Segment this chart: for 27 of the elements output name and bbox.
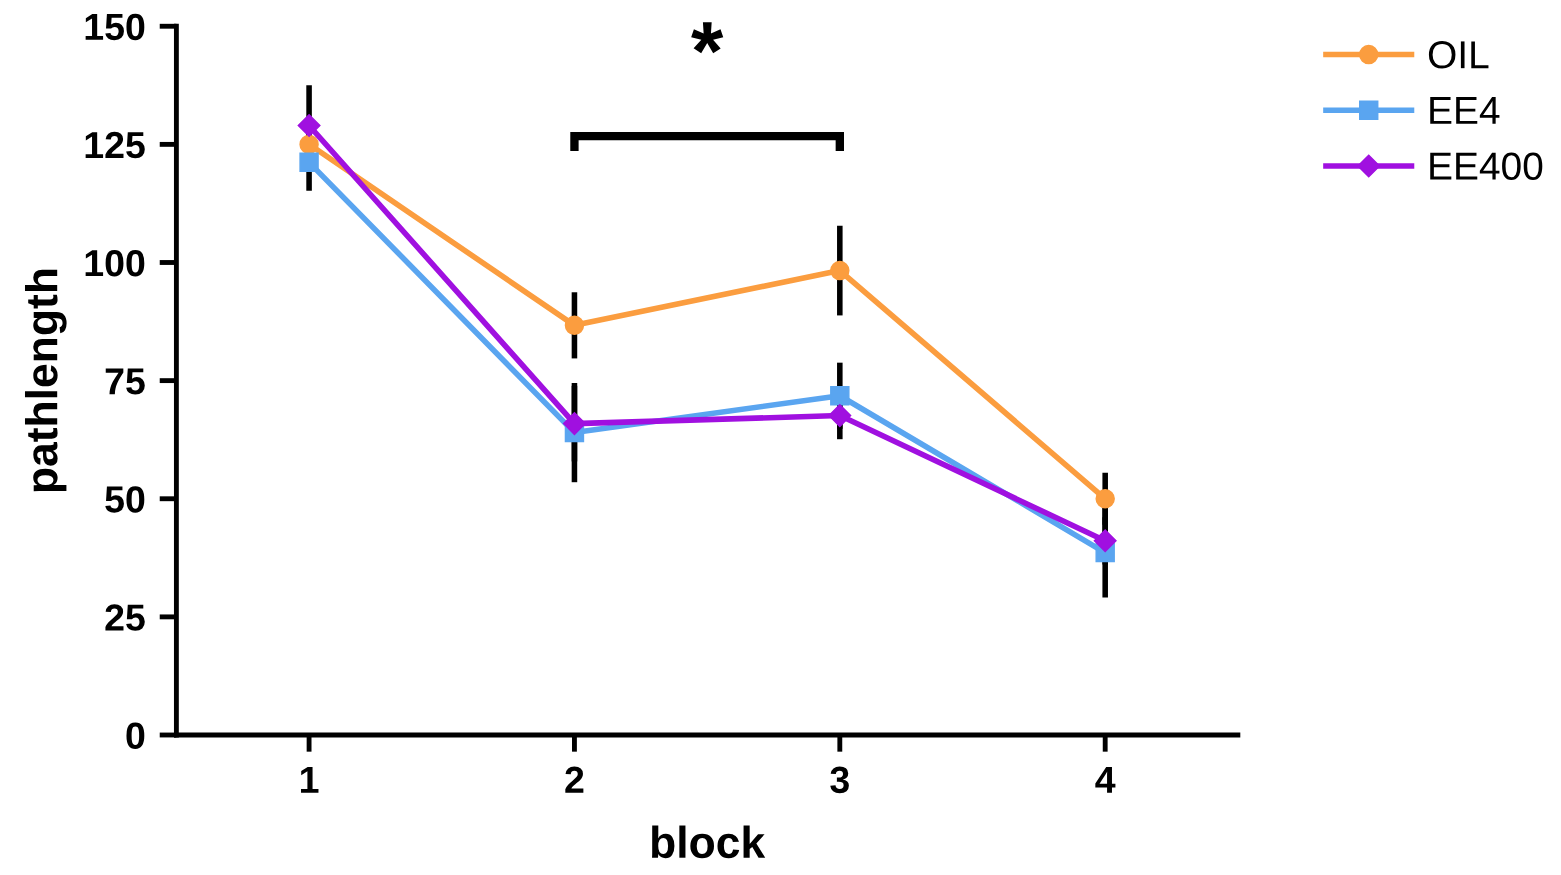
x-tick-label: 3	[830, 766, 849, 794]
x-tick-label: 1	[301, 766, 319, 793]
x-tick-label: 2	[565, 766, 584, 793]
legend-label: EE4	[1430, 97, 1500, 124]
legend-label: EE400	[1430, 152, 1543, 180]
point	[830, 260, 850, 281]
annotation: *	[691, 22, 724, 54]
y-tick-label: 50	[105, 486, 145, 513]
point	[299, 152, 319, 173]
legend-label: OIL	[1428, 41, 1489, 69]
point	[828, 404, 852, 428]
point	[297, 113, 321, 137]
point	[830, 386, 850, 406]
y-tick-label: 100	[85, 249, 145, 277]
point	[564, 315, 585, 336]
y-tick-label: 125	[85, 131, 145, 159]
point	[1095, 489, 1115, 509]
y-tick-label: 75	[105, 368, 145, 395]
point	[299, 134, 319, 155]
point	[562, 412, 586, 436]
point	[1093, 529, 1117, 553]
y-tick-label: 150	[85, 13, 145, 41]
y-tick-label: 0	[126, 722, 145, 749]
y-tick-label: 25	[105, 604, 145, 631]
y-axis-title: pathlength	[24, 269, 67, 492]
x-axis-title: block	[652, 825, 766, 859]
x-tick-label: 4	[1095, 766, 1116, 793]
